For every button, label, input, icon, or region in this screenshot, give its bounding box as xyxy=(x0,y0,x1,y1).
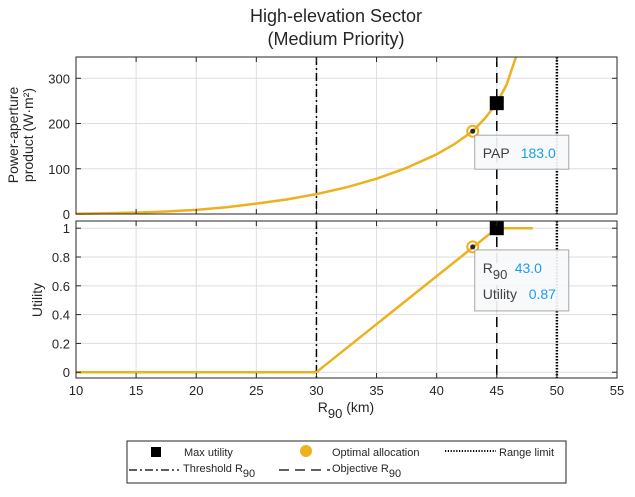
datatip-label-utility: Utility xyxy=(483,286,517,302)
threshold-sub: 90 xyxy=(243,468,255,480)
y-tick-label: 0.6 xyxy=(52,279,70,294)
x-tick-label: 10 xyxy=(69,383,83,398)
x-axis-label: R90 (km) xyxy=(318,399,374,421)
bottom-ticks: 10 15 20 25 30 35 40 45 50 55 0 0.2 0.4 0.6 0.8 1 xyxy=(52,221,624,398)
pap-curve xyxy=(75,56,518,216)
legend: Max utility Optimal allocation Range lim… xyxy=(126,440,567,484)
x-tick-label: 50 xyxy=(550,383,564,398)
y-tick-label: 100 xyxy=(48,162,70,177)
top-axes-frame xyxy=(75,56,618,215)
chart-title: High-elevation Sector xyxy=(250,6,422,26)
bottom-ylabel: Utility xyxy=(29,283,45,317)
x-tick-label: 25 xyxy=(249,383,263,398)
max-utility-marker xyxy=(489,96,504,111)
top-ticks: 0 100 200 300 xyxy=(48,57,618,222)
chart-subtitle: (Medium Priority) xyxy=(267,29,404,49)
x-tick-label: 40 xyxy=(429,383,443,398)
top-markers xyxy=(466,96,504,138)
max-utility-marker xyxy=(489,221,504,236)
datatip-box xyxy=(474,134,570,170)
y-tick-label: 0 xyxy=(63,207,70,222)
legend-label-range-limit: Range limit xyxy=(499,447,554,459)
x-tick-label: 30 xyxy=(309,383,323,398)
datatip-value: 183.0 xyxy=(521,145,556,161)
legend-label-objective: Objective R90 xyxy=(332,463,401,480)
y-tick-label: 0.4 xyxy=(52,308,70,323)
datatip-anchor-dot xyxy=(470,244,476,250)
y-tick-label: 0.8 xyxy=(52,250,70,265)
y-tick-label: 1 xyxy=(63,221,70,236)
xlabel-sub: 90 xyxy=(328,406,342,421)
top-ylabel-line1: Power-aperture xyxy=(5,87,21,184)
x-tick-label: 45 xyxy=(490,383,504,398)
r-sub: 90 xyxy=(493,267,507,282)
datatip-box xyxy=(474,249,570,312)
legend-circle-icon xyxy=(300,445,312,457)
utility-datatip[interactable]: R90 43.0 Utility 0.87 xyxy=(474,249,570,312)
pap-datatip[interactable]: PAP 183.0 xyxy=(474,134,570,170)
x-tick-label: 15 xyxy=(129,383,143,398)
datatip-value-r90: 43.0 xyxy=(515,260,542,276)
top-ylabel: Power-aperture product (W·m²) xyxy=(5,87,36,184)
y-tick-label: 200 xyxy=(48,117,70,132)
objective-sub: 90 xyxy=(389,468,401,480)
utility-curve xyxy=(76,226,533,374)
datatip-value-utility: 0.87 xyxy=(529,286,556,302)
y-tick-label: 0 xyxy=(63,365,70,380)
datatip-label: PAP xyxy=(483,145,510,161)
xlabel-tail: (km) xyxy=(342,399,374,415)
optimal-allocation-marker xyxy=(466,240,480,254)
y-tick-label: 0.2 xyxy=(52,336,70,351)
legend-square-icon xyxy=(151,447,161,457)
top-ylabel-line2: product (W·m²) xyxy=(20,88,36,182)
objective-main: Objective R xyxy=(332,463,389,475)
x-tick-label: 55 xyxy=(610,383,624,398)
top-panel: 0 100 200 300 PAP 183.0 Power-aperture prod… xyxy=(5,56,618,222)
bottom-markers xyxy=(466,221,504,254)
optimal-allocation-marker xyxy=(466,124,480,138)
legend-label-threshold: Threshold R90 xyxy=(183,463,255,480)
legend-label-max-utility: Max utility xyxy=(184,447,233,459)
legend-box xyxy=(126,440,567,484)
threshold-main: Threshold R xyxy=(183,463,243,475)
bottom-axes-frame xyxy=(75,220,618,379)
datatip-label-r90: R90 xyxy=(483,260,508,282)
r-main: R xyxy=(483,260,493,276)
y-tick-label: 300 xyxy=(48,71,70,86)
datatip-anchor-dot xyxy=(470,128,476,134)
x-tick-label: 35 xyxy=(369,383,383,398)
xlabel-main: R xyxy=(318,399,328,415)
x-tick-label: 20 xyxy=(189,383,203,398)
legend-label-optimal: Optimal allocation xyxy=(332,447,419,459)
